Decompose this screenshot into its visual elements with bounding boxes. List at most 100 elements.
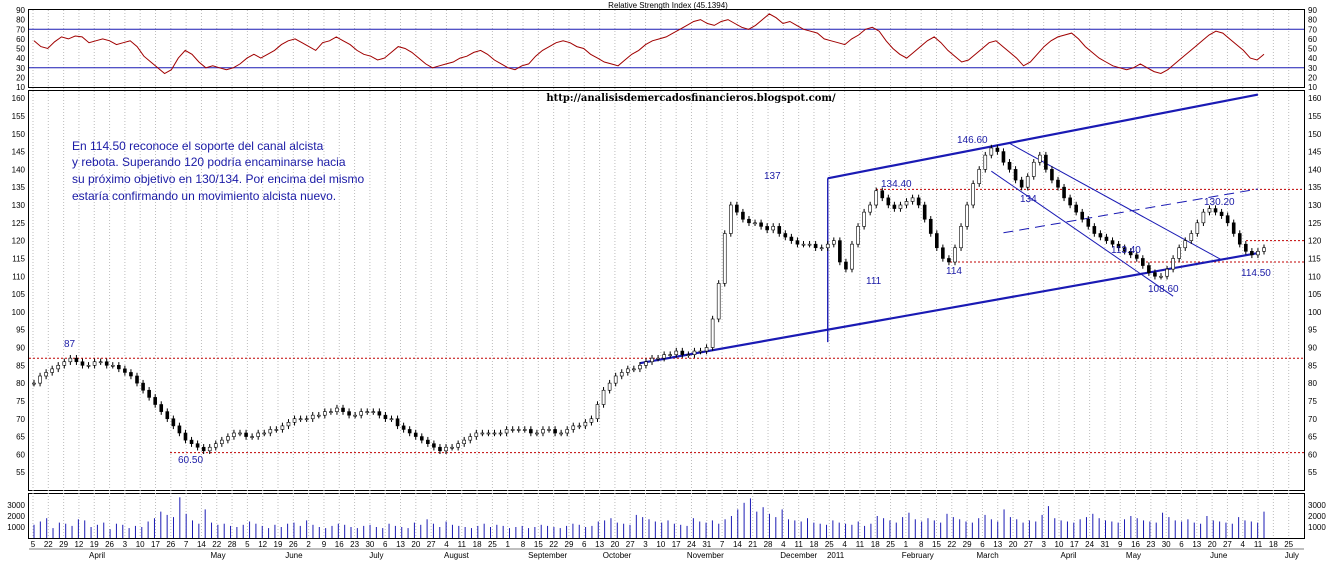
bar-body	[898, 204, 903, 209]
bar-body	[286, 422, 291, 427]
bar-body	[1262, 247, 1266, 252]
bar-body	[450, 446, 454, 449]
bar-body	[674, 350, 679, 355]
annotation-108-60: 108.60	[1148, 284, 1179, 295]
bar-body	[656, 357, 660, 360]
x-day-label: 6	[582, 540, 587, 549]
x-day-label: 16	[335, 540, 344, 549]
x-day-label: 13	[1192, 540, 1201, 549]
annotation-111: 111	[866, 276, 882, 287]
bar-body	[529, 429, 533, 434]
x-month-label: March	[976, 551, 998, 560]
rsi-tick-label: 10	[1308, 83, 1317, 92]
bar-body	[32, 382, 36, 385]
x-day-label: 12	[258, 540, 267, 549]
bar-body	[983, 154, 988, 170]
price-tick-label: 75	[1308, 397, 1317, 406]
bar-body	[213, 443, 218, 448]
bar-body	[201, 446, 206, 452]
bar-body	[795, 240, 800, 245]
price-tick-label: 125	[1308, 219, 1322, 228]
bar-body	[1237, 233, 1242, 245]
price-tick-label: 100	[1308, 308, 1322, 317]
x-month-label: July	[1285, 551, 1299, 560]
rsi-tick-label: 60	[1308, 35, 1317, 44]
bar-body	[838, 240, 842, 263]
volume-panel	[28, 493, 1305, 539]
bar-body	[480, 432, 485, 435]
bar-body	[474, 432, 479, 437]
bar-body	[571, 425, 576, 430]
x-month-label: June	[285, 551, 303, 560]
bar-body	[995, 147, 1000, 152]
bar-body	[304, 418, 309, 421]
bar-body	[316, 414, 321, 417]
bar-body	[916, 197, 921, 206]
bar-body	[1074, 204, 1078, 213]
price-tick-label: 55	[1308, 468, 1317, 477]
bar-body	[123, 368, 127, 373]
bar-body	[335, 407, 339, 412]
annotation-114-50: 114.50	[1241, 268, 1271, 279]
x-day-label: 5	[245, 540, 250, 549]
bar-body	[947, 258, 951, 263]
bar-body	[801, 243, 806, 246]
bar-body	[274, 429, 279, 431]
bar-body	[953, 247, 957, 263]
x-day-label: 17	[151, 540, 160, 549]
x-month-label: May	[1126, 551, 1141, 560]
price-tick-label: 140	[1308, 165, 1322, 174]
bar-body	[80, 361, 85, 366]
x-month-label: September	[528, 551, 567, 560]
x-day-label: 14	[733, 540, 742, 549]
bar-body	[728, 204, 733, 234]
x-day-label: 25	[825, 540, 834, 549]
price-tick-label: 120	[12, 237, 26, 246]
bar-body	[644, 361, 648, 366]
bar-body	[1110, 240, 1115, 245]
annotation-114: 114	[946, 266, 962, 277]
rsi-series-line	[33, 13, 1265, 75]
x-day-label: 20	[610, 540, 619, 549]
bar-body	[1044, 154, 1048, 170]
channel-line	[1003, 188, 1259, 234]
x-month-label: 2011	[827, 551, 845, 560]
bar-body	[516, 429, 521, 431]
bar-body	[965, 204, 969, 227]
bar-body	[292, 418, 297, 423]
x-day-label: 22	[44, 540, 53, 549]
price-tick-label: 65	[1308, 433, 1317, 442]
price-tick-label: 125	[12, 219, 26, 228]
price-tick-label: 135	[12, 183, 26, 192]
bar-body	[856, 226, 860, 245]
x-day-label: 24	[1085, 540, 1094, 549]
bar-body	[1244, 243, 1248, 252]
bar-body	[632, 368, 636, 371]
price-tick-label: 90	[1308, 344, 1317, 353]
bar-body	[710, 318, 715, 348]
bar-body	[486, 432, 491, 435]
x-month-label: May	[210, 551, 225, 560]
x-day-label: 30	[365, 540, 374, 549]
price-tick-label: 155	[1308, 112, 1322, 121]
bar-body	[38, 375, 42, 384]
bar-body	[74, 357, 79, 363]
x-day-label: 10	[1055, 540, 1064, 549]
volume-bars	[33, 497, 1265, 538]
bar-body	[232, 432, 236, 437]
bar-body	[365, 411, 370, 413]
bar-body	[110, 365, 115, 367]
bar-body	[207, 446, 212, 452]
volume-tick-label: 3000	[1308, 501, 1326, 510]
price-axes: 55 55 60 60 65 65 70 70 75 75 80 80 85 85 90 90 95 95 100 1…	[12, 94, 1322, 477]
x-month-label: December	[780, 551, 817, 560]
x-day-label: 8	[521, 540, 526, 549]
bar-body	[413, 432, 418, 437]
bar-body	[1013, 169, 1018, 181]
x-day-label: 27	[427, 540, 436, 549]
bar-body	[183, 432, 188, 441]
x-day-label: 26	[166, 540, 175, 549]
bar-body	[419, 436, 424, 441]
x-month-label: November	[687, 551, 724, 560]
price-tick-label: 60	[16, 450, 25, 459]
